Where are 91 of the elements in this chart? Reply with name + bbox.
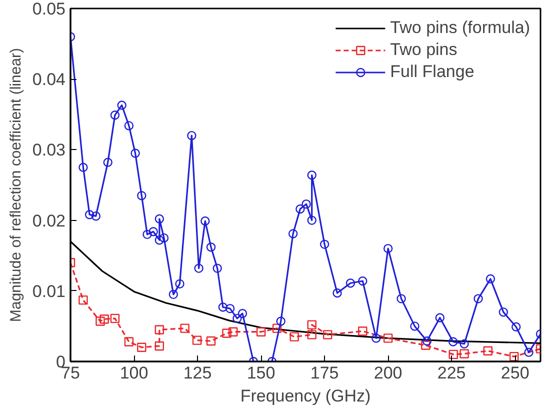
point (421, 340, 430, 350)
point (410, 322, 420, 331)
point (448, 337, 458, 346)
point (498, 307, 508, 317)
point (307, 320, 316, 330)
point (256, 327, 266, 336)
point (320, 240, 330, 249)
point (148, 227, 158, 236)
point (117, 100, 126, 110)
point (232, 314, 242, 324)
point (524, 348, 534, 357)
point (206, 336, 216, 346)
point (358, 326, 368, 336)
point (154, 325, 164, 334)
point (142, 230, 152, 240)
point (218, 302, 228, 312)
y-tick-label: 0.04 (32, 70, 66, 90)
y-tick-label: 0.05 (32, 0, 66, 18)
point (509, 352, 519, 362)
point (180, 324, 190, 333)
point (96, 316, 105, 326)
point (346, 278, 356, 288)
point (175, 279, 184, 288)
point (460, 349, 469, 358)
point (110, 314, 120, 324)
point (288, 229, 298, 238)
point (91, 211, 101, 221)
point (159, 233, 169, 243)
point (290, 332, 299, 342)
point (383, 334, 393, 343)
point (272, 324, 282, 333)
x-tick-label: 150 (246, 364, 276, 382)
point (276, 316, 286, 326)
point (212, 264, 222, 273)
point (137, 191, 146, 200)
x-tick-label: 175 (310, 364, 339, 382)
legend-label: Two pins (formula) (390, 18, 530, 38)
point (228, 327, 238, 336)
point (323, 330, 332, 340)
point (238, 308, 248, 318)
x-tick-label: 225 (437, 364, 466, 382)
point (200, 216, 210, 226)
point (130, 148, 140, 158)
point (187, 130, 196, 140)
x-tick-label: 125 (183, 364, 212, 382)
point (78, 162, 88, 172)
point (358, 276, 368, 286)
point (448, 350, 458, 360)
point (307, 330, 316, 340)
point (474, 294, 483, 304)
point (137, 342, 146, 352)
y-tick-label: 0.01 (32, 282, 66, 301)
point (307, 170, 316, 180)
point (100, 314, 109, 324)
point (372, 334, 381, 343)
y-tick-label: 0.02 (32, 211, 66, 230)
point (192, 336, 202, 345)
point (296, 204, 305, 214)
point (84, 210, 94, 220)
point (110, 110, 120, 120)
point (396, 294, 406, 304)
point (194, 264, 204, 273)
point (222, 328, 232, 338)
point (435, 313, 444, 322)
point (154, 214, 164, 224)
point (302, 199, 311, 209)
point (206, 242, 216, 252)
y-axis-title: Magnitude of reflection coefficient (linear) (7, 48, 24, 322)
point (168, 290, 178, 300)
legend-label: Two pins (390, 40, 458, 60)
legend-label: Full Flange (390, 62, 474, 82)
point (460, 339, 469, 348)
point (307, 216, 316, 225)
point (383, 244, 393, 254)
x-tick-label: 250 (500, 364, 530, 382)
point (78, 295, 88, 305)
point (154, 235, 164, 245)
point (422, 336, 432, 346)
point (124, 337, 134, 346)
point (154, 341, 164, 351)
point (512, 322, 521, 332)
point (225, 304, 235, 314)
x-axis-title: Frequency (GHz) (240, 386, 371, 406)
y-tick-label: 0.03 (32, 140, 66, 160)
point (332, 288, 342, 298)
point (486, 274, 496, 284)
point (103, 158, 112, 167)
point (124, 121, 134, 130)
x-tick-label: 100 (120, 364, 148, 382)
point (483, 346, 493, 356)
x-tick-label: 200 (374, 364, 402, 382)
